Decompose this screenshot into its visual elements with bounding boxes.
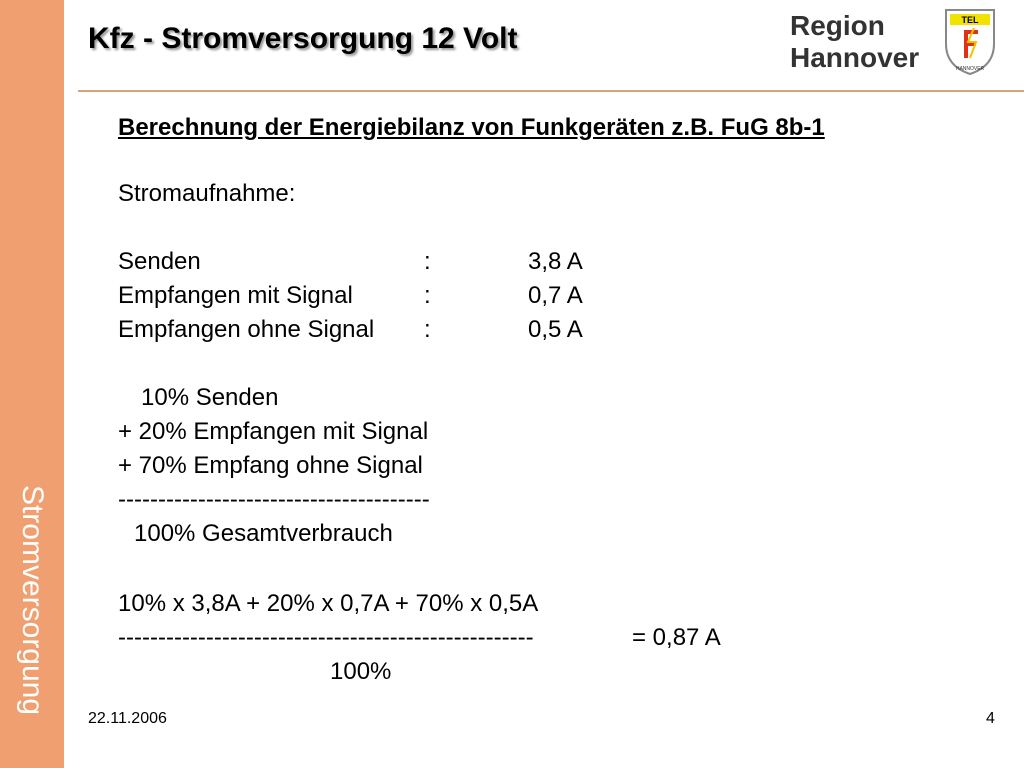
row-label-senden: Senden [118, 248, 201, 275]
intro-text: Stromaufnahme: [118, 180, 296, 207]
divider-line: --------------------------------------- [118, 486, 430, 513]
header-divider [78, 90, 1024, 92]
shield-top-text: TEL [962, 15, 980, 25]
row-label-empfangen-ohne: Empfangen ohne Signal [118, 316, 375, 343]
footer-date: 22.11.2006 [88, 710, 167, 727]
shield-bottom-text: HANNOVER [956, 66, 985, 72]
row-value: 0,5 A [528, 316, 583, 343]
sidebar-label: Stromversorgung [16, 484, 49, 716]
row-sep: : [424, 248, 431, 275]
slide-title: Kfz - Stromversorgung 12 Volt [88, 22, 518, 55]
formula-result: = 0,87 A [632, 624, 721, 651]
logo-line-2: Hannover [790, 42, 920, 73]
tel-shield-icon: TEL HANNOVER [945, 9, 995, 76]
formula-denominator: 100% [330, 658, 392, 685]
row-sep: : [424, 282, 431, 309]
logo-line-1: Region [790, 10, 885, 41]
sidebar: Stromversorgung [0, 0, 64, 768]
formula-divider: ----------------------------------------… [118, 624, 534, 651]
breakdown-line: + 70% Empfang ohne Signal [118, 452, 423, 479]
region-hannover-logo: Region Hannover [790, 10, 919, 74]
content-heading: Berechnung der Energiebilanz von Funkger… [118, 114, 825, 141]
row-value: 0,7 A [528, 282, 583, 309]
row-value: 3,8 A [528, 248, 583, 275]
total-line: 100% Gesamtverbrauch [134, 520, 393, 547]
breakdown-line: + 20% Empfangen mit Signal [118, 418, 429, 445]
row-label-empfangen-mit: Empfangen mit Signal [118, 282, 353, 309]
formula-numerator: 10% x 3,8A + 20% x 0,7A + 70% x 0,5A [118, 590, 539, 617]
breakdown-line: 10% Senden [141, 384, 279, 411]
row-sep: : [424, 316, 431, 343]
page-number: 4 [986, 710, 995, 727]
